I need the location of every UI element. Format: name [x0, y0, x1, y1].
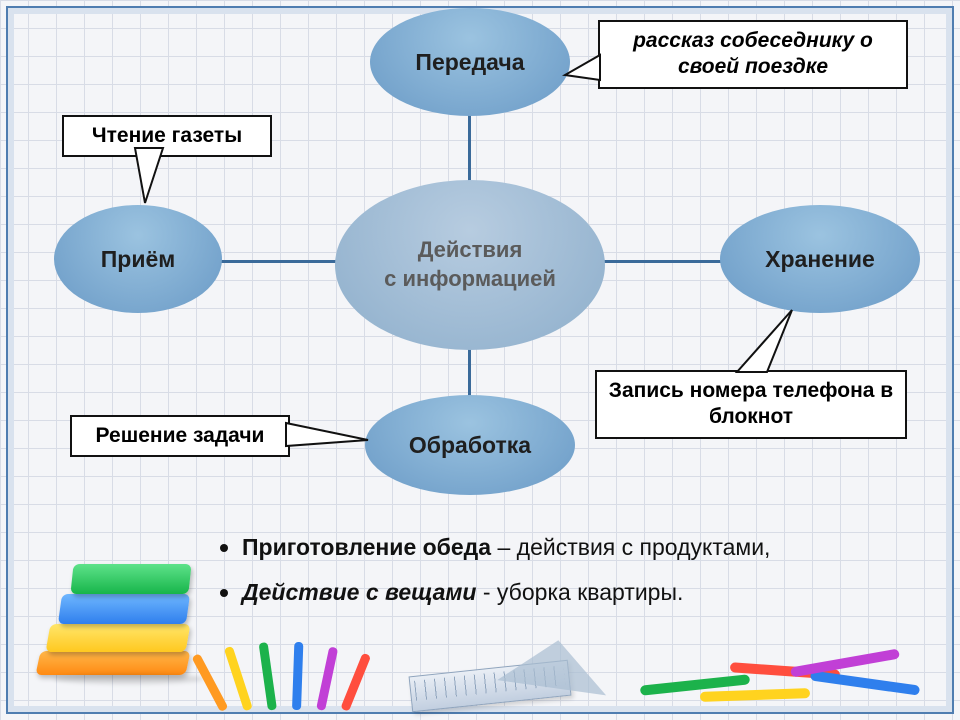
bullet-dot-icon [220, 589, 228, 597]
bullet-2-bold: Действие с вещами [242, 579, 476, 605]
callout-top-right-text: рассказ собеседнику о своей поездке [633, 29, 873, 78]
center-node: Действия с информацией [335, 180, 605, 350]
callout-top-right: рассказ собеседнику о своей поездке [598, 20, 908, 89]
connector-top [468, 110, 471, 190]
bullet-item: Приготовление обеда – действия с продукт… [220, 530, 880, 565]
callout-bot-right-text: Запись номера телефона в блокнот [609, 379, 893, 428]
callout-bot-left-tail [286, 418, 376, 458]
callout-bot-left: Решение задачи [70, 415, 290, 457]
center-label-l2: с информацией [384, 265, 556, 294]
node-top-label: Передача [415, 49, 524, 76]
bullet-item: Действие с вещами - уборка квартиры. [220, 575, 880, 610]
books-illustration [32, 556, 212, 706]
node-left-label: Приём [101, 246, 176, 273]
bullet-list: Приготовление обеда – действия с продукт… [220, 530, 880, 619]
center-label-l1: Действия [418, 236, 523, 265]
node-left: Приём [54, 205, 222, 313]
node-bottom: Обработка [365, 395, 575, 495]
callout-top-left-text: Чтение газеты [92, 124, 242, 147]
node-right-label: Хранение [765, 246, 875, 273]
callout-bot-right-tail [732, 310, 802, 376]
bullet-1-rest: – действия с продуктами, [491, 534, 770, 560]
node-top: Передача [370, 8, 570, 116]
connector-left [210, 260, 350, 263]
callout-top-right-tail [560, 55, 620, 105]
connector-right [590, 260, 735, 263]
callout-bot-right: Запись номера телефона в блокнот [595, 370, 907, 439]
pens-illustration [640, 648, 940, 708]
callout-top-left-tail [135, 148, 185, 208]
bullet-1-bold: Приготовление обеда [242, 534, 491, 560]
bullet-dot-icon [220, 544, 228, 552]
callout-bot-left-text: Решение задачи [96, 424, 265, 447]
node-bottom-label: Обработка [409, 432, 531, 459]
bullet-2-rest: - уборка квартиры. [476, 579, 683, 605]
node-right: Хранение [720, 205, 920, 313]
